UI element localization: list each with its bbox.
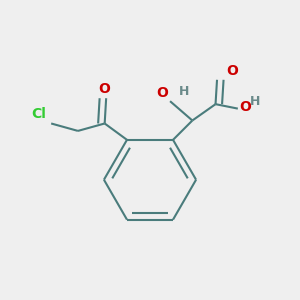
Text: O: O — [239, 100, 251, 114]
Text: H: H — [179, 85, 189, 98]
Text: H: H — [250, 95, 261, 108]
Text: O: O — [226, 64, 238, 78]
Text: O: O — [157, 86, 169, 100]
Text: Cl: Cl — [31, 107, 46, 121]
Text: O: O — [99, 82, 111, 96]
